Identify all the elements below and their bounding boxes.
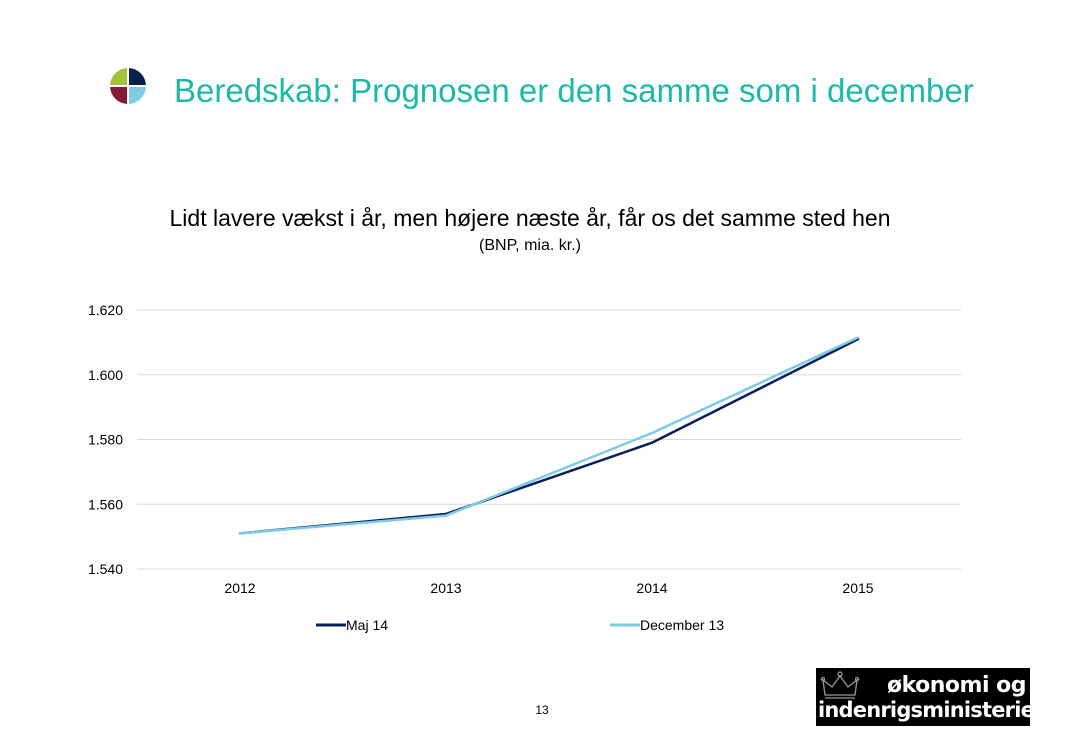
logo-quadrant-br: [128, 86, 146, 104]
chart-title: Lidt lavere vækst i år, men højere næste…: [169, 205, 891, 231]
ministry-name-line1: økonomi og: [886, 673, 1027, 698]
data-point: [856, 336, 860, 339]
data-point: [650, 441, 654, 444]
x-tick-label: 2015: [842, 580, 873, 596]
logo-quadrant-bl: [110, 86, 128, 104]
series-line-2: [238, 336, 860, 535]
chart-subtitle: (BNP, mia. kr.): [479, 237, 581, 254]
data-point: [650, 431, 654, 435]
legend-label: Maj 14: [346, 617, 388, 633]
x-tick-label: 2014: [636, 580, 667, 596]
page-number: 13: [535, 703, 549, 717]
y-tick-label: 1.540: [88, 561, 123, 577]
x-axis-tick-labels: 2012 2013 2014 2015: [224, 580, 873, 596]
crown-icon: [820, 671, 860, 699]
x-tick-label: 2013: [430, 580, 461, 596]
chart-series: [238, 336, 860, 535]
ministry-name-line2: indenrigsministeriet: [818, 698, 1044, 722]
y-tick-label: 1.600: [88, 367, 123, 383]
slide-logo-icon: [110, 68, 146, 104]
chart-legend: Maj 14 December 13: [316, 617, 724, 633]
y-tick-label: 1.580: [88, 432, 123, 448]
chart-gridlines: [137, 309, 961, 570]
logo-quadrant-tl: [110, 68, 128, 86]
y-tick-label: 1.560: [88, 496, 123, 512]
slide-title: Beredskab: Prognosen er den samme som i …: [174, 72, 974, 109]
data-point: [444, 514, 448, 517]
y-axis-tick-labels: 1.540 1.560 1.580 1.600 1.620: [88, 302, 123, 577]
ministry-logo: økonomi og indenrigsministeriet: [816, 668, 1044, 726]
logo-quadrant-tr: [128, 68, 146, 86]
legend-label: December 13: [640, 617, 724, 633]
data-point: [238, 532, 242, 535]
x-tick-label: 2012: [224, 580, 255, 596]
y-tick-label: 1.620: [88, 302, 123, 318]
